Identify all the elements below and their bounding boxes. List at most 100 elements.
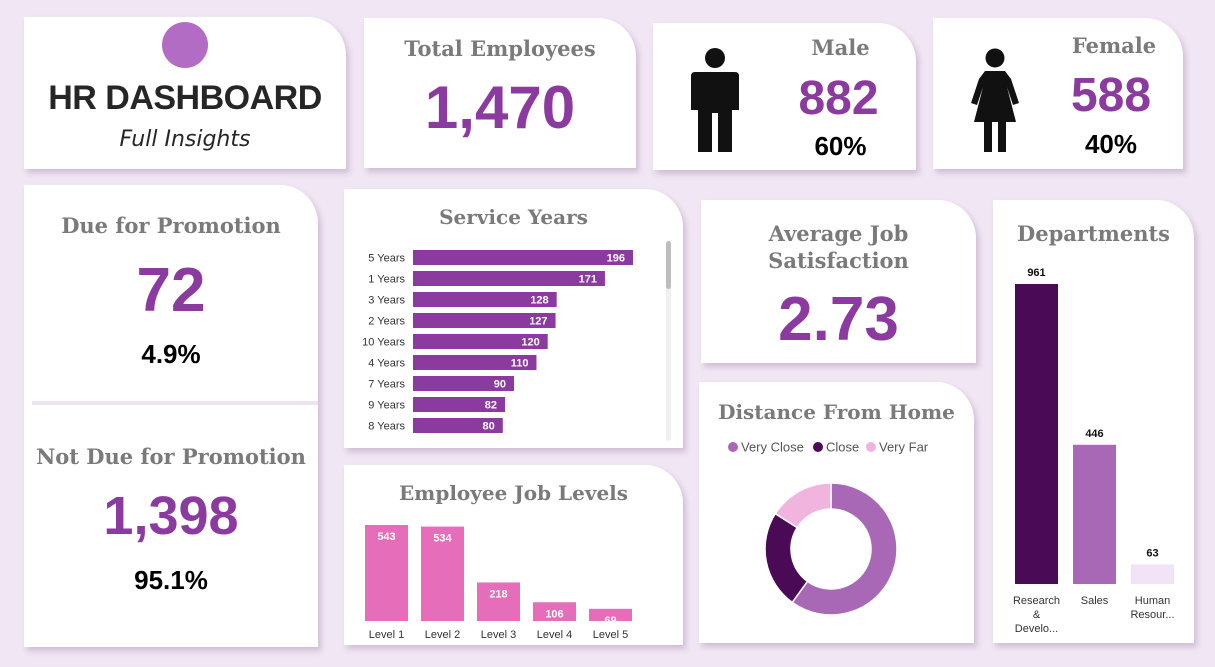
due-promotion-label: Due for Promotion [61, 213, 281, 238]
departments-chart: 961 Research & Develo... 446 Sales 63 Human Reso… [1013, 267, 1175, 635]
service-bar-value: 90 [494, 379, 506, 391]
legend-label: Close [826, 440, 859, 455]
service-bar[interactable] [413, 250, 633, 265]
job-level-bar-value: 218 [489, 588, 507, 600]
job-level-bar[interactable] [421, 526, 464, 621]
job-level-bar[interactable] [533, 602, 576, 621]
service-bar-value: 110 [511, 358, 529, 370]
male-label: Male [811, 35, 870, 60]
satisfaction-label-line1: Average Job [768, 221, 909, 246]
service-category-label: 7 Years [368, 379, 405, 391]
department-bar[interactable] [1015, 284, 1058, 584]
service-category-label: 3 Years [368, 295, 405, 307]
service-bar-value: 196 [607, 253, 625, 265]
service-bar[interactable] [413, 376, 515, 391]
dashboard-subtitle: Full Insights [119, 127, 251, 152]
service-bar-value: 120 [521, 337, 539, 349]
service-category-label: 2 Years [368, 316, 405, 328]
service-bar[interactable] [413, 292, 557, 307]
dashboard-title: HR DASHBOARD [48, 79, 322, 117]
service-category-label: 1 Years [368, 274, 405, 286]
service-bar[interactable] [413, 397, 506, 412]
service-bar-value: 82 [485, 400, 497, 412]
not-due-promotion-value: 1,398 [103, 486, 239, 546]
total-employees-card: Total Employees 1,470 [364, 18, 636, 168]
job-level-bar[interactable] [589, 608, 632, 621]
service-bar-value: 80 [483, 421, 495, 433]
logo-circle [162, 22, 208, 68]
department-bar[interactable] [1131, 564, 1174, 584]
service-bar[interactable] [413, 418, 503, 433]
satisfaction-card: Average Job Satisfaction 2.73 [701, 200, 976, 363]
job-levels-chart: 543 Level 1 534 Level 2 218 Level 3 106 Level 4… [365, 525, 632, 641]
distance-title: Distance From Home [718, 400, 955, 424]
service-bar[interactable] [413, 334, 548, 349]
donut-slice[interactable] [791, 482, 898, 616]
male-pct: 60% [814, 131, 867, 161]
satisfaction-value: 2.73 [778, 285, 899, 354]
department-bar-value: 961 [1027, 267, 1045, 279]
male-value: 882 [798, 72, 879, 125]
male-card: Male 882 60% [653, 23, 916, 170]
job-level-bar-value: 543 [377, 531, 395, 543]
female-card: Female 588 40% [933, 18, 1183, 169]
service-category-label: 8 Years [368, 421, 405, 433]
due-promotion-pct: 4.9% [141, 339, 201, 369]
service-category-label: 9 Years [368, 400, 405, 412]
service-bar-value: 171 [579, 274, 597, 286]
department-bar-value: 446 [1085, 428, 1103, 440]
due-promotion-value: 72 [136, 256, 206, 325]
job-levels-card: Employee Job Levels 543 Level 1 534 Level 2… [344, 465, 683, 645]
service-years-chart: 5 Years 196 1 Years 171 3 Years 128 2 Years 127… [362, 250, 633, 433]
legend-label: Very Far [879, 440, 929, 455]
female-pct: 40% [1084, 129, 1138, 159]
job-level-bar-value: 69 [604, 615, 616, 627]
total-employees-value: 1,470 [424, 74, 576, 141]
service-years-title: Service Years [439, 205, 588, 229]
department-bar-value: 63 [1146, 547, 1158, 559]
donut-slice[interactable] [764, 512, 809, 604]
service-bar[interactable] [413, 355, 537, 370]
department-category-label: Research & Develo... [1013, 595, 1060, 635]
job-levels-title: Employee Job Levels [398, 481, 629, 505]
job-level-category-label: Level 2 [425, 629, 460, 641]
donut-slice[interactable] [774, 482, 832, 529]
promotion-card: Due for Promotion 72 4.9% Not Due for Pr… [24, 185, 318, 647]
service-bar[interactable] [413, 271, 605, 286]
male-person-icon [691, 48, 739, 152]
job-level-bar-value: 106 [545, 608, 563, 620]
satisfaction-label-line2: Satisfaction [768, 248, 909, 273]
not-due-promotion-pct: 95.1% [134, 565, 208, 595]
service-category-label: 10 Years [362, 337, 405, 349]
department-bar[interactable] [1073, 444, 1116, 584]
legend-swatch [728, 442, 738, 452]
service-years-scrollbar[interactable] [666, 241, 671, 441]
service-bar-value: 127 [529, 316, 547, 328]
job-level-category-label: Level 5 [593, 629, 628, 641]
departments-card: Departments 961 Research & Develo... 446 Sale… [993, 200, 1194, 643]
service-category-label: 4 Years [368, 358, 405, 370]
job-level-category-label: Level 4 [537, 629, 572, 641]
job-level-bar[interactable] [365, 525, 408, 621]
total-employees-label: Total Employees [404, 36, 596, 61]
legend-label: Very Close [741, 440, 804, 455]
job-level-category-label: Level 3 [481, 629, 516, 641]
legend-swatch [813, 442, 823, 452]
job-level-category-label: Level 1 [369, 629, 404, 641]
female-person-icon [971, 48, 1019, 152]
female-label: Female [1071, 33, 1157, 58]
distance-card: Distance From Home Very Close Close Very F… [699, 382, 974, 643]
job-level-bar-value: 534 [433, 533, 452, 545]
legend-swatch [866, 442, 876, 452]
distance-chart: Very Close Close Very Far [728, 440, 929, 616]
brand-card: HR DASHBOARD Full Insights [24, 17, 346, 169]
job-level-bar[interactable] [477, 582, 520, 621]
service-bar[interactable] [413, 313, 556, 328]
scrollbar-thumb[interactable] [666, 241, 671, 289]
departments-title: Departments [1017, 221, 1170, 246]
department-category-label: Sales [1081, 595, 1109, 607]
not-due-promotion-label: Not Due for Promotion [36, 444, 306, 469]
female-value: 588 [1070, 69, 1152, 122]
service-category-label: 5 Years [368, 253, 405, 265]
promotion-divider [32, 401, 318, 405]
